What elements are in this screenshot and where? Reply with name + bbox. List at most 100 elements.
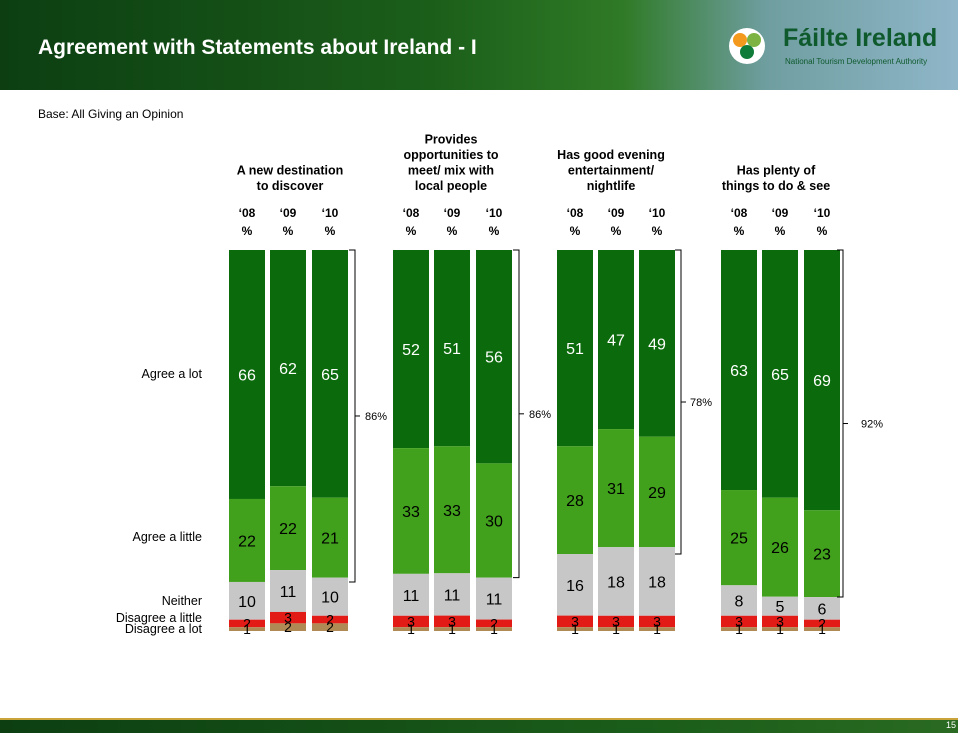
data-label: 33 [402,504,420,521]
bar-segment-agree-a-little [557,446,593,555]
data-label: 51 [443,341,461,358]
group-title-line: nightlife [587,179,636,193]
data-label: 10 [321,590,339,607]
percent-header: % [570,224,581,238]
data-label: 11 [444,587,461,604]
bar-segment-disagree-a-little [229,619,265,628]
data-label: 47 [607,333,625,350]
data-label: 2 [326,612,334,628]
bar-segment-agree-a-little [312,497,348,578]
bar-segment-disagree-a-lot [762,627,798,631]
bar-segment-neither [804,597,840,620]
bar-segment-agree-a-little [434,446,470,574]
data-label: 16 [566,578,584,595]
bar-segment-neither [312,577,348,616]
data-label: 65 [771,367,789,384]
data-label: 5 [776,599,785,616]
net-agree-label: 92% [861,419,883,431]
bar-segment-agree-a-lot [393,250,429,449]
year-header: ‘09 [280,206,297,220]
row-label-neither: Neither [162,594,202,608]
slide-header: Agreement with Statements about Ireland … [0,0,958,90]
bar-segment-disagree-a-little [639,615,675,628]
bar-segment-agree-a-lot [804,250,840,511]
year-header: ‘08 [567,206,584,220]
data-label: 2 [326,619,334,635]
bar-segment-agree-a-little [598,429,634,548]
bar-segment-disagree-a-little [804,619,840,628]
bar-segment-agree-a-lot [312,250,348,498]
bar-segment-neither [476,577,512,620]
bar-segment-neither [639,547,675,616]
year-header: ‘10 [649,206,666,220]
data-label: 25 [730,531,748,548]
data-label: 33 [443,503,461,520]
net-agree-label: 86% [529,409,551,421]
bar-segment-agree-a-little [762,497,798,597]
bar-segment-agree-a-little [639,436,675,548]
bar-segment-neither [393,573,429,616]
data-label: 23 [813,547,831,564]
data-label: 63 [730,363,748,380]
data-label: 2 [243,615,251,631]
bar-segment-neither [434,573,470,616]
bar-segment-agree-a-lot [598,250,634,430]
group-title-line: to discover [257,179,324,193]
data-label: 49 [648,336,666,353]
bar-segment-agree-a-lot [270,250,306,487]
data-label: 62 [279,361,297,378]
data-label: 11 [486,592,503,609]
bar-segment-disagree-a-little [598,615,634,628]
bar-segment-disagree-a-lot [270,623,306,631]
data-label: 3 [735,613,743,629]
row-label-disagree-a-lot: Disagree a lot [125,622,203,636]
bar-segment-disagree-a-little [476,619,512,628]
year-header: ‘10 [322,206,339,220]
bar-segment-disagree-a-lot [639,627,675,631]
data-label: 1 [653,621,661,637]
data-label: 3 [407,613,415,629]
percent-header: % [734,224,745,238]
data-label: 56 [485,350,503,367]
data-label: 69 [813,373,831,390]
year-header: ‘09 [772,206,789,220]
bar-segment-agree-a-lot [557,250,593,447]
slide-footer: 15 [0,718,958,733]
group-title-line: opportunities to [403,148,498,162]
data-label: 1 [571,621,579,637]
data-label: 66 [238,367,256,384]
data-label: 26 [771,540,789,557]
bar-segment-agree-a-lot [229,250,265,499]
bar-segment-disagree-a-lot [476,627,512,631]
bar-segment-disagree-a-little [434,615,470,628]
data-label: 51 [566,341,584,358]
group-title-line: entertainment/ [568,164,655,178]
row-label-agree-a-little: Agree a little [133,530,203,544]
year-header: ‘09 [444,206,461,220]
bar-segment-agree-a-lot [721,250,757,491]
data-label: 8 [735,594,744,611]
group-title-line: meet/ mix with [408,164,494,178]
year-header: ‘09 [608,206,625,220]
bar-segment-neither [270,570,306,612]
bar-segment-disagree-a-lot [434,627,470,631]
logo-tagline: National Tourism Development Authority [785,57,928,66]
bar-segment-agree-a-lot [639,250,675,437]
bar-segment-agree-a-little [393,448,429,574]
data-label: 1 [735,621,743,637]
bar-segment-agree-a-lot [434,250,470,447]
bar-segment-disagree-a-little [762,615,798,628]
bar-segment-neither [598,547,634,616]
bar-segment-neither [557,554,593,616]
shamrock-logo-icon [729,28,765,64]
percent-header: % [406,224,417,238]
data-label: 1 [243,621,251,637]
data-label: 52 [402,342,420,359]
data-label: 1 [448,621,456,637]
bar-segment-agree-a-lot [762,250,798,498]
bar-segment-disagree-a-lot [312,623,348,631]
data-label: 11 [280,584,297,601]
bar-segment-agree-a-little [476,463,512,578]
net-agree-bracket [675,249,682,555]
